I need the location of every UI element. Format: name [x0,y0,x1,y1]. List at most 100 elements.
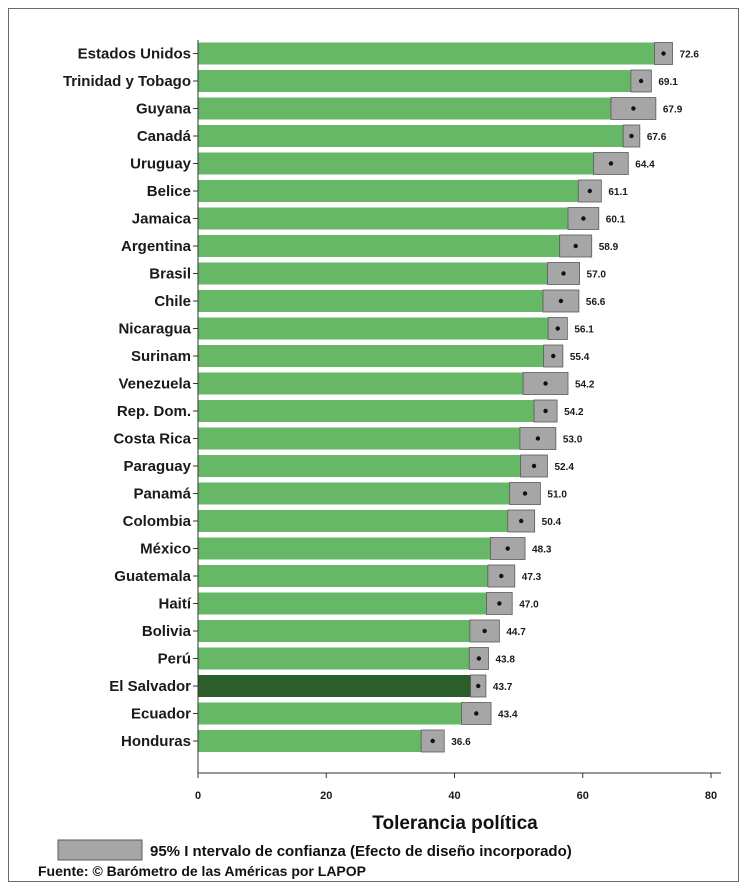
legend-label: 95% I ntervalo de confianza (Efecto de d… [150,843,572,860]
estimate-dot-6 [581,216,586,221]
value-label-1: 69.1 [658,77,678,88]
value-label-19: 47.3 [522,572,542,583]
bar-6 [198,207,584,230]
estimate-dot-24 [474,711,479,716]
bar-25 [198,730,433,752]
category-label-9: Chile [154,293,191,310]
category-label-17: Colombia [123,513,192,530]
value-label-6: 60.1 [606,215,626,226]
estimate-dot-14 [535,436,541,441]
bar-13 [198,400,546,422]
bar-2 [198,97,634,120]
bar-9 [198,290,561,312]
value-label-24: 43.4 [498,710,518,721]
category-label-25: Honduras [121,733,191,750]
bar-21 [198,620,485,642]
value-label-18: 48.3 [532,545,552,556]
estimate-dot-18 [505,546,510,551]
value-label-25: 36.6 [451,737,471,748]
value-label-23: 43.7 [493,682,513,693]
value-label-11: 55.4 [570,352,590,363]
estimate-dot-5 [587,188,593,194]
category-label-14: Costa Rica [113,431,191,448]
category-label-13: Rep. Dom. [117,403,191,420]
value-label-21: 44.7 [506,627,526,638]
value-label-10: 56.1 [574,325,594,336]
value-label-15: 52.4 [554,462,574,473]
estimate-dot-4 [608,161,614,166]
category-label-12: Venezuela [118,376,191,393]
category-label-24: Ecuador [131,706,191,723]
estimate-dot-25 [430,738,435,744]
category-label-18: México [140,541,191,558]
value-label-7: 58.9 [599,242,619,253]
x-tick-label-4: 80 [705,790,717,802]
estimate-dot-23 [476,683,481,689]
bar-19 [198,565,502,587]
bar-18 [198,537,508,560]
bar-7 [198,235,576,257]
category-label-16: Panamá [133,486,191,503]
bar-15 [198,455,535,477]
bar-5 [198,180,590,202]
estimate-dot-19 [499,573,504,579]
x-tick-label-1: 20 [320,790,332,802]
category-label-3: Canadá [137,128,192,145]
category-label-15: Paraguay [123,458,191,475]
x-tick-label-0: 0 [195,790,201,802]
value-label-17: 50.4 [542,517,562,528]
category-label-6: Jamaica [132,211,192,228]
estimate-dot-3 [629,133,634,139]
category-label-23: El Salvador [109,678,191,695]
category-label-20: Haití [158,596,191,613]
estimate-dot-21 [482,628,487,634]
bar-17 [198,510,522,532]
category-label-5: Belice [147,183,191,200]
bar-0 [198,42,664,65]
value-label-13: 54.2 [564,407,584,418]
estimate-dot-17 [518,518,524,524]
bar-14 [198,427,538,450]
value-label-3: 67.6 [647,132,667,143]
estimate-dot-10 [555,326,560,331]
category-label-10: Nicaragua [118,321,191,338]
category-label-11: Surinam [131,348,191,365]
value-label-2: 67.9 [663,105,683,116]
category-label-0: Estados Unidos [78,46,191,63]
bar-22 [198,647,479,670]
bar-3 [198,125,632,147]
estimate-dot-1 [638,78,644,84]
category-label-19: Guatemala [114,568,191,585]
bar-20 [198,592,500,615]
estimate-dot-11 [551,353,556,359]
estimate-dot-8 [561,271,566,276]
bars-layer: 72.6 69.1 67.9 67.6 64.4 61.1 60.1 58.9 57.0 56.6… [198,42,700,753]
value-label-12: 54.2 [575,380,595,391]
bar-8 [198,262,564,285]
estimate-dot-13 [543,408,548,414]
value-label-4: 64.4 [635,160,655,171]
category-label-4: Uruguay [130,156,192,173]
x-axis-label: Tolerancia política [372,813,538,834]
estimate-dot-9 [558,298,564,304]
category-label-8: Brasil [149,266,191,283]
category-label-7: Argentina [121,238,192,255]
bar-1 [198,70,642,92]
source-note: Fuente: © Barómetro de las Américas por … [38,863,366,879]
estimate-dot-20 [497,601,502,606]
bar-16 [198,482,526,505]
category-label-2: Guyana [136,101,192,118]
bar-10 [198,317,558,340]
estimate-dot-2 [631,106,636,111]
axes: Estados Unidos Trinidad y Tobago Guyana Can… [63,40,721,802]
value-label-9: 56.6 [586,297,606,308]
value-label-5: 61.1 [608,187,628,198]
value-label-0: 72.6 [680,50,700,61]
value-label-8: 57.0 [587,270,607,281]
legend-swatch [57,839,143,861]
estimate-dot-16 [522,491,528,496]
bar-23 [198,675,479,697]
x-tick-label-3: 60 [577,790,589,802]
bar-24 [198,702,477,725]
estimate-dot-0 [661,51,666,56]
